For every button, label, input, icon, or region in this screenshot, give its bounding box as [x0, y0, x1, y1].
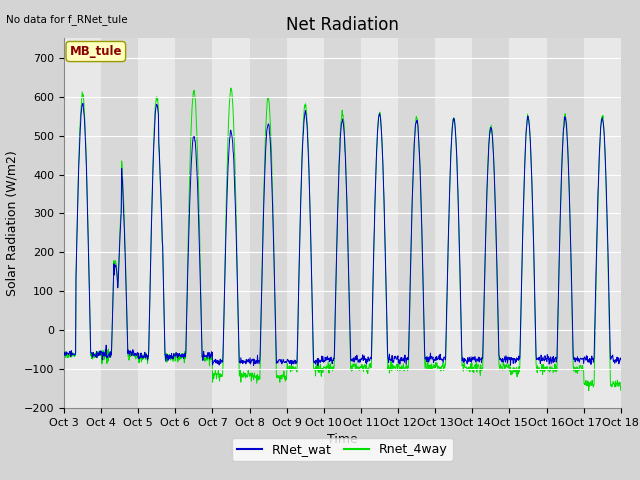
Bar	[138, 38, 175, 408]
Bar	[324, 38, 361, 408]
Legend: RNet_wat, Rnet_4way: RNet_wat, Rnet_4way	[232, 438, 453, 461]
Y-axis label: Solar Radiation (W/m2): Solar Radiation (W/m2)	[5, 150, 18, 296]
X-axis label: Time: Time	[327, 433, 358, 446]
Title: Net Radiation: Net Radiation	[286, 16, 399, 34]
Bar	[101, 38, 138, 408]
Bar	[250, 38, 287, 408]
Bar	[398, 38, 435, 408]
Bar	[547, 38, 584, 408]
Bar	[509, 38, 547, 408]
Bar	[64, 38, 101, 408]
Bar	[584, 38, 621, 408]
Bar	[472, 38, 509, 408]
Bar	[212, 38, 250, 408]
Text: No data for f_RNet_tule: No data for f_RNet_tule	[6, 14, 128, 25]
Bar	[361, 38, 398, 408]
Bar	[175, 38, 212, 408]
Text: MB_tule: MB_tule	[70, 45, 122, 58]
Bar	[287, 38, 324, 408]
Bar	[435, 38, 472, 408]
